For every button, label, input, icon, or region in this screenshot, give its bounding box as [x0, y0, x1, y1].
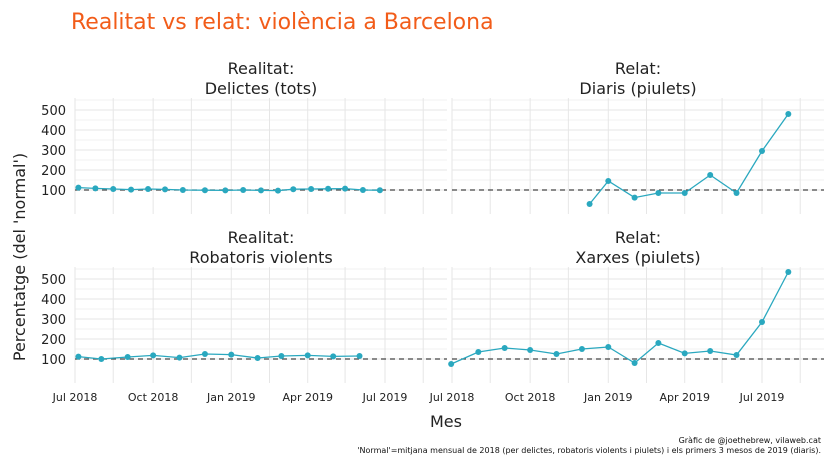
data-point — [308, 186, 315, 192]
y-tick-label: 200 — [41, 333, 66, 348]
x-tick-label: Jul 2018 — [52, 391, 98, 404]
y-tick-label: 300 — [41, 144, 66, 159]
data-point — [655, 340, 662, 346]
data-point — [631, 194, 638, 201]
data-point — [785, 111, 792, 117]
series-line — [78, 353, 360, 360]
data-point — [553, 351, 560, 357]
panel-3: Realitat:Robatoris violents 100 200 300 400 5… — [41, 228, 447, 383]
panel-4: Relat:Xarxes (piulets) — [448, 228, 824, 383]
data-point — [707, 348, 714, 354]
data-point — [376, 187, 383, 194]
data-point — [578, 346, 585, 352]
panel-strip-label: Realitat: — [228, 59, 295, 78]
y-tick-label: 500 — [41, 273, 66, 288]
data-point — [356, 353, 363, 359]
data-point — [258, 187, 264, 194]
data-point — [707, 172, 714, 178]
data-point — [527, 347, 534, 353]
y-tick-label: 500 — [41, 104, 66, 119]
panel-2: Relat:Diaris (piulets) — [451, 59, 824, 214]
y-tick-label: 400 — [41, 124, 66, 139]
y-tick-label: 300 — [41, 313, 66, 328]
x-tick-label: Jan 2019 — [583, 391, 632, 404]
caption-note: 'Normal'=mitjana mensual de 2018 (per de… — [357, 446, 821, 455]
x-tick-label: Jul 2019 — [739, 391, 785, 404]
data-point — [98, 356, 105, 362]
x-tick-label: Oct 2018 — [128, 391, 179, 404]
data-point — [274, 187, 281, 194]
data-point — [201, 351, 208, 357]
panel-1: Realitat:Delictes (tots) 100 200 300 400 500 — [41, 59, 447, 214]
data-point — [222, 187, 229, 194]
data-point — [448, 361, 455, 367]
x-tick-label: Oct 2018 — [505, 391, 556, 404]
data-point — [733, 190, 740, 196]
data-point — [110, 186, 117, 192]
y-axis-label: Percentatge (del 'normal') — [10, 153, 29, 361]
data-point — [501, 345, 508, 351]
data-point — [586, 201, 593, 207]
data-point — [145, 186, 152, 192]
data-point — [759, 319, 765, 325]
panel-strip-label: Relat: — [615, 228, 661, 247]
data-point — [733, 352, 740, 358]
panel-strip-label: Realitat: — [228, 228, 295, 247]
y-tick-label: 400 — [41, 293, 66, 308]
y-tick-label: 200 — [41, 164, 66, 179]
x-tick-label: Apr 2019 — [659, 391, 710, 404]
data-point — [342, 185, 349, 192]
chart-title: Realitat vs relat: violència a Barcelona — [71, 10, 494, 35]
data-point — [759, 148, 765, 154]
data-point — [330, 353, 337, 360]
data-point — [75, 184, 82, 191]
data-point — [681, 190, 688, 196]
panel-strip-label: Delictes (tots) — [205, 79, 318, 98]
facet-panels: Realitat:Delictes (tots)100200300400500R… — [41, 59, 824, 404]
y-tick-label: 100 — [41, 184, 66, 199]
data-point — [254, 355, 261, 361]
data-point — [228, 351, 235, 358]
data-point — [631, 360, 638, 366]
data-point — [240, 187, 247, 193]
x-axis-label: Mes — [430, 412, 462, 431]
panel-strip-label: Robatoris violents — [189, 248, 332, 267]
data-point — [785, 269, 792, 275]
data-point — [150, 352, 157, 359]
data-point — [681, 350, 688, 357]
data-point — [201, 187, 208, 194]
panel-strip-label: Relat: — [615, 59, 661, 78]
data-point — [290, 186, 297, 193]
data-point — [128, 186, 135, 193]
data-point — [325, 185, 332, 192]
data-point — [475, 349, 482, 355]
data-point — [605, 178, 612, 184]
data-point — [304, 352, 311, 359]
data-point — [655, 190, 662, 196]
series-line — [450, 271, 789, 365]
x-tick-label: Jul 2019 — [362, 391, 408, 404]
x-tick-label: Jan 2019 — [206, 391, 255, 404]
x-tick-label: Jul 2018 — [429, 391, 475, 404]
data-point — [124, 354, 131, 360]
panel-strip-label: Xarxes (piulets) — [575, 248, 700, 267]
data-point — [605, 344, 612, 350]
data-point — [278, 353, 285, 359]
panel-strip-label: Diaris (piulets) — [579, 79, 696, 98]
x-tick-label: Apr 2019 — [282, 391, 333, 404]
caption-credit: Gràfic de @joethebrew, vilaweb.cat — [679, 436, 821, 445]
data-point — [179, 187, 186, 193]
data-point — [176, 354, 183, 361]
data-point — [162, 186, 169, 193]
data-point — [92, 185, 99, 192]
y-tick-label: 100 — [41, 353, 66, 368]
data-point — [75, 353, 82, 360]
data-point — [359, 187, 366, 193]
